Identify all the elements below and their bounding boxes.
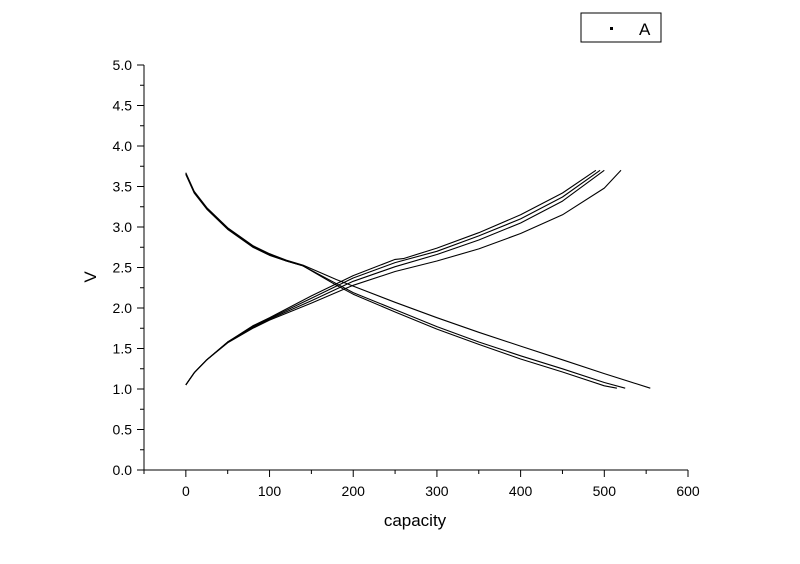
x-tick-label: 500 — [593, 483, 617, 499]
x-tick-label: 600 — [676, 483, 700, 499]
y-tick-label: 3.0 — [113, 219, 133, 235]
y-tick-label: 1.0 — [113, 381, 133, 397]
axes: 0 100 200 300 400 500 600 0.0 0.5 1.0 1.5 2.0 2.5 3.0… — [113, 57, 700, 499]
x-tick-label: 100 — [258, 483, 282, 499]
legend-box — [580, 12, 662, 43]
x-axis-title: capacity — [384, 511, 447, 530]
legend: A — [580, 12, 662, 43]
series-line-charge — [185, 169, 601, 386]
y-tick-label: 5.0 — [113, 57, 133, 73]
plot-area — [185, 169, 651, 389]
y-tick-label: 0.0 — [113, 462, 133, 478]
x-tick-label: 0 — [182, 483, 190, 499]
series-line-discharge — [185, 174, 618, 389]
legend-marker — [610, 27, 613, 30]
y-tick-label: 4.5 — [113, 98, 133, 114]
y-tick-label: 2.5 — [113, 260, 133, 276]
y-tick-label: 1.5 — [113, 341, 133, 357]
series-line-discharge — [185, 172, 651, 389]
series-line-discharge — [185, 173, 626, 389]
y-axis-title: V — [81, 271, 100, 283]
y-tick-label: 3.5 — [113, 179, 133, 195]
y-tick-label: 4.0 — [113, 138, 133, 154]
y-tick-label: 0.5 — [113, 422, 133, 438]
x-tick-label: 400 — [509, 483, 533, 499]
series-line-charge — [185, 169, 622, 386]
x-tick-label: 300 — [425, 483, 449, 499]
series-line-charge — [185, 169, 597, 386]
legend-label: A — [639, 20, 651, 39]
x-tick-label: 200 — [342, 483, 366, 499]
y-tick-label: 2.0 — [113, 300, 133, 316]
